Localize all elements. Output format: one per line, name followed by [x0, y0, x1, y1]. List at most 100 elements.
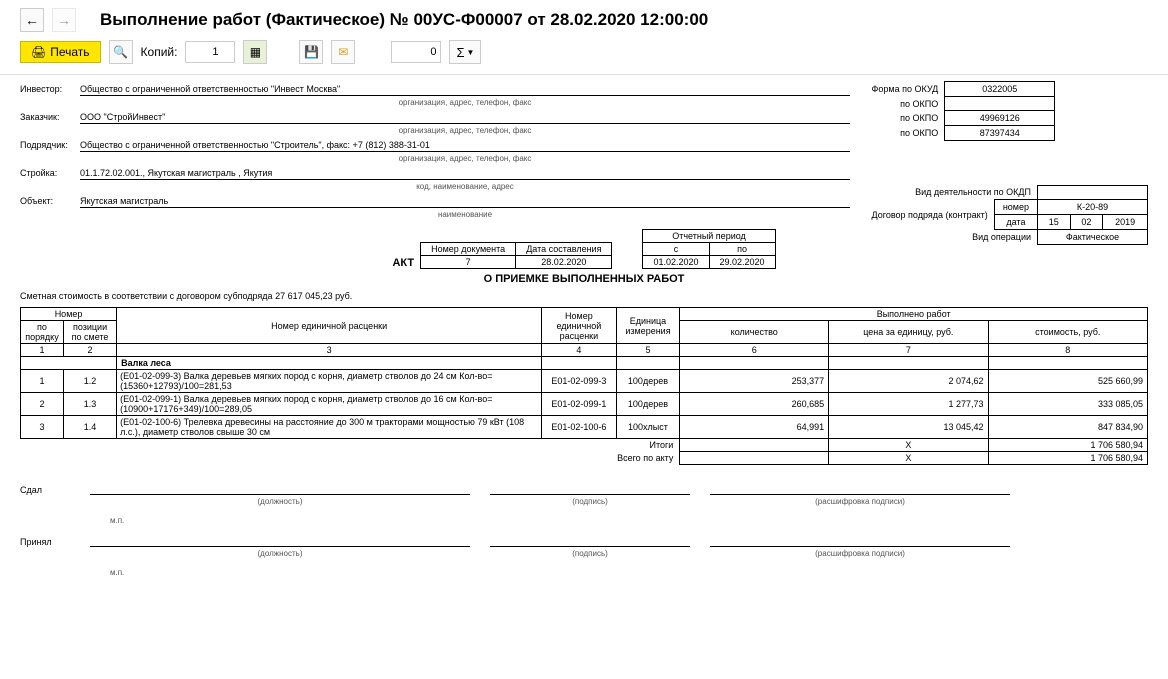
- contractor-label: Подрядчик:: [20, 139, 80, 150]
- object-label: Объект:: [20, 195, 80, 206]
- totals-label: Итоги: [21, 439, 680, 452]
- page-title: Выполнение работ (Фактическое) № 00УС-Ф0…: [100, 10, 708, 30]
- h-pos: позиции по смете: [63, 321, 116, 344]
- num-input[interactable]: [391, 41, 441, 63]
- save-icon: 💾: [304, 45, 319, 59]
- okpo-value-3: 87397434: [945, 126, 1055, 141]
- table-row: 11.2(Е01-02-099-3) Валка деревьев мягких…: [21, 370, 1148, 393]
- save-button[interactable]: 💾: [299, 40, 323, 64]
- customer-value: ООО "СтройИнвест": [80, 111, 850, 124]
- mp-1: м.п.: [110, 516, 1148, 525]
- estimate-cost: Сметная стоимость в соответствии с догов…: [20, 291, 1148, 301]
- gave-position-line: [90, 481, 470, 495]
- acc-decode-hint: (расшифровка подписи): [710, 549, 1010, 558]
- h-qty: количество: [680, 321, 829, 344]
- hint-org-2: организация, адрес, телефон, факс: [80, 126, 850, 135]
- gave-label: Сдал: [20, 485, 70, 495]
- period-to: 29.02.2020: [709, 256, 775, 269]
- mail-button[interactable]: ✉: [331, 40, 355, 64]
- okud-label: Форма по ОКУД: [864, 82, 945, 97]
- gave-sign-hint: (подпись): [490, 497, 690, 506]
- print-label: Печать: [50, 45, 89, 59]
- c7: 7: [829, 344, 988, 357]
- acc-sign-line: [490, 533, 690, 547]
- gave-decode-hint: (расшифровка подписи): [710, 497, 1010, 506]
- acc-position-line: [90, 533, 470, 547]
- c6: 6: [680, 344, 829, 357]
- investor-label: Инвестор:: [20, 83, 80, 94]
- site-value: 01.1.72.02.001., Якутская магистраль , Я…: [80, 167, 850, 180]
- okud-value: 0322005: [945, 82, 1055, 97]
- h-order: по порядку: [21, 321, 64, 344]
- act-subtitle: О ПРИЕМКЕ ВЫПОЛНЕННЫХ РАБОТ: [20, 273, 1148, 285]
- act-total-sum: 1 706 580,94: [988, 452, 1147, 465]
- h-rate-num: Номер единичной расценки: [542, 308, 616, 344]
- hint-org-1: организация, адрес, телефон, факс: [80, 98, 850, 107]
- okpo-value-2: 49969126: [945, 111, 1055, 126]
- grid-icon: ▦: [250, 45, 261, 59]
- sigma-button[interactable]: Σ ▼: [449, 40, 481, 64]
- h-rate: Номер единичной расценки: [117, 308, 542, 344]
- c2: 2: [63, 344, 116, 357]
- act-total-x: Х: [829, 452, 988, 465]
- period-to-h: по: [709, 243, 775, 256]
- okpo-label-1: по ОКПО: [864, 97, 945, 111]
- period-from-h: с: [643, 243, 709, 256]
- codes-block: Форма по ОКУД0322005 по ОКПО по ОКПО4996…: [864, 81, 1148, 245]
- doc-date: 28.02.2020: [516, 256, 612, 269]
- contract-y: 2019: [1103, 215, 1147, 229]
- doc-num: 7: [421, 256, 516, 269]
- hint-org-3: организация, адрес, телефон, факс: [80, 154, 850, 163]
- period-h: Отчетный период: [643, 230, 775, 243]
- hint-name: наименование: [80, 210, 850, 219]
- gave-position-hint: (должность): [90, 497, 470, 506]
- preview-button[interactable]: 🔍: [109, 40, 133, 64]
- contract-label: Договор подряда (контракт): [864, 200, 995, 230]
- mail-icon: ✉: [338, 45, 348, 59]
- magnifier-icon: 🔍: [113, 45, 128, 59]
- period-from: 01.02.2020: [643, 256, 709, 269]
- copies-input[interactable]: [185, 41, 235, 63]
- contractor-value: Общество с ограниченной ответственностью…: [80, 139, 850, 152]
- gave-decode-line: [710, 481, 1010, 495]
- h-price: цена за единицу, руб.: [829, 321, 988, 344]
- totals-x: Х: [829, 439, 988, 452]
- customer-label: Заказчик:: [20, 111, 80, 122]
- c8: 8: [988, 344, 1147, 357]
- doc-date-h: Дата составления: [516, 243, 612, 256]
- printer-icon: 🖨: [31, 45, 46, 59]
- investor-value: Общество с ограниченной ответственностью…: [80, 83, 850, 96]
- okpo-value-1: [945, 97, 1055, 111]
- contract-m: 02: [1070, 215, 1103, 229]
- print-button[interactable]: 🖨 Печать: [20, 41, 101, 63]
- mp-2: м.п.: [110, 568, 1148, 577]
- forward-button[interactable]: →: [52, 8, 76, 32]
- h-unit: Единица измерения: [616, 308, 680, 344]
- okpo-label-3: по ОКПО: [864, 126, 945, 141]
- act-period-table: Отчетный период спо 01.02.202029.02.2020: [642, 229, 775, 269]
- optype-value: Фактическое: [1038, 230, 1148, 245]
- act-doc-table: Номер документаДата составления 728.02.2…: [420, 242, 612, 269]
- section-name: Валка леса: [117, 357, 542, 370]
- okdp-value: [1038, 185, 1148, 200]
- acc-decode-line: [710, 533, 1010, 547]
- optype-label: Вид операции: [864, 230, 1038, 245]
- h-cost: стоимость, руб.: [988, 321, 1147, 344]
- gave-sign-line: [490, 481, 690, 495]
- c3: 3: [117, 344, 542, 357]
- okpo-label-2: по ОКПО: [864, 111, 945, 126]
- act-total-label: Всего по акту: [21, 452, 680, 465]
- acc-sign-hint: (подпись): [490, 549, 690, 558]
- back-button[interactable]: ←: [20, 8, 44, 32]
- grid-button[interactable]: ▦: [243, 40, 267, 64]
- table-row: 31.4(Е01-02-100-6) Трелевка древесины на…: [21, 416, 1148, 439]
- c1: 1: [21, 344, 64, 357]
- copies-label: Копий:: [141, 45, 178, 59]
- chevron-down-icon: ▼: [467, 48, 475, 57]
- contract-d: 15: [1038, 215, 1070, 229]
- doc-num-h: Номер документа: [421, 243, 516, 256]
- site-label: Стройка:: [20, 167, 80, 178]
- works-table: Номер Номер единичной расценки Номер еди…: [20, 307, 1148, 465]
- h-done: Выполнено работ: [680, 308, 1148, 321]
- totals-sum: 1 706 580,94: [988, 439, 1147, 452]
